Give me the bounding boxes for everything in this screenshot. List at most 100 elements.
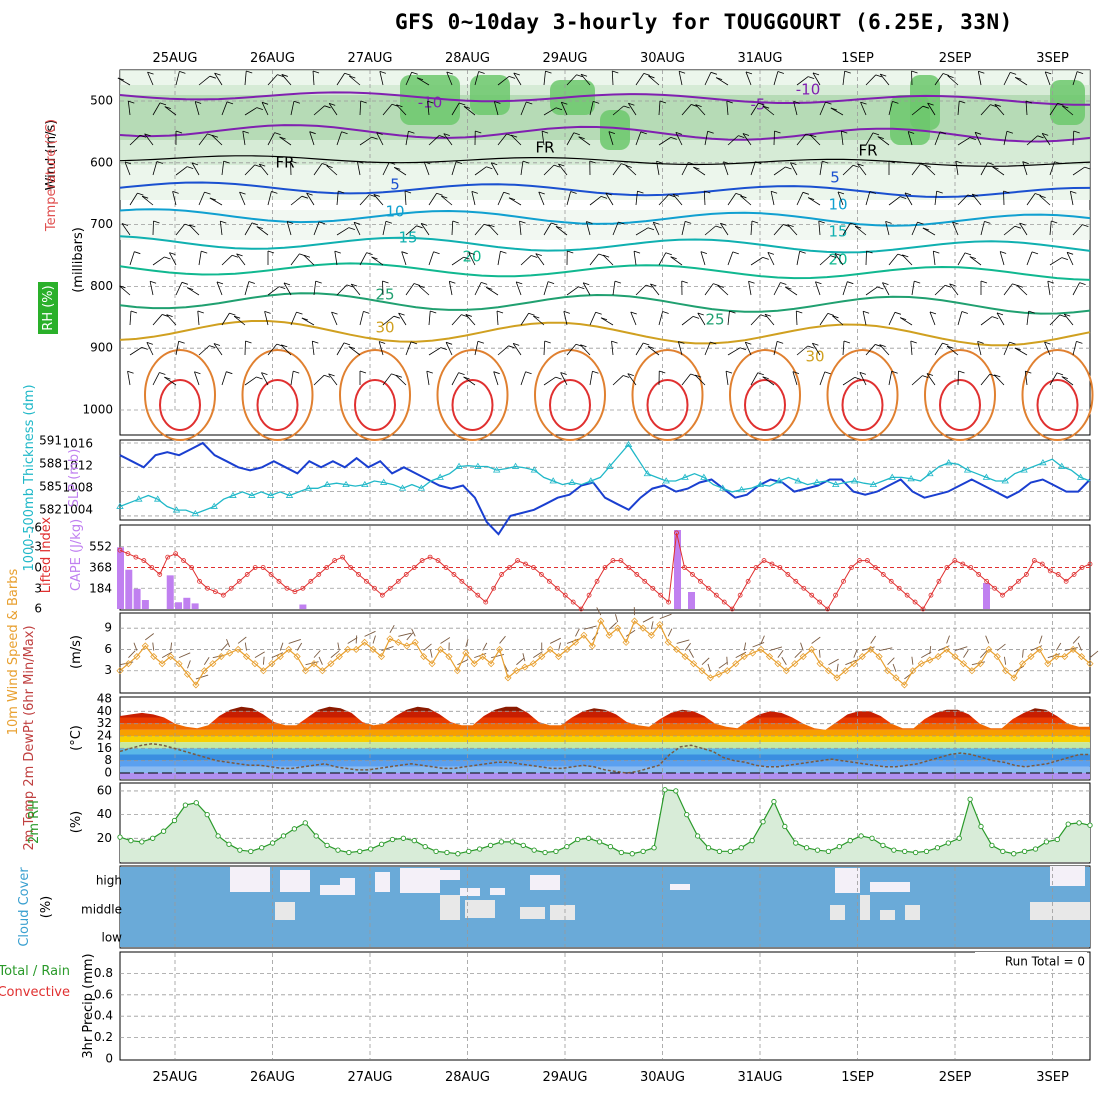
wind10m-barb — [288, 639, 301, 644]
wind-barb — [658, 252, 667, 266]
wind-barb-flag — [818, 220, 825, 224]
li-marker — [1047, 568, 1053, 574]
wind-barb-flag — [459, 102, 466, 106]
day-label-top: 3SEP — [1036, 51, 1069, 66]
wind-barb-flag — [627, 373, 634, 377]
wind10m-barb — [811, 636, 821, 644]
cloud-unit-title: (%) — [39, 896, 54, 919]
wind-barb — [832, 315, 844, 326]
wind10m-marker — [723, 667, 731, 675]
wind-barb — [348, 346, 361, 356]
wind-barb-flag — [764, 313, 772, 317]
wind-barb — [1072, 224, 1083, 236]
wind-barb — [589, 371, 593, 386]
wind-barb-flag — [1025, 100, 1033, 104]
wind-barb — [750, 314, 761, 326]
wind-barb-flag — [366, 252, 373, 256]
wind-barb — [445, 342, 453, 356]
wind-barb-flag — [650, 283, 657, 287]
wind-barb — [373, 194, 384, 206]
wind-barb-flag — [528, 312, 535, 316]
wind-barb-flag — [488, 224, 495, 228]
wind-barb-flag — [493, 371, 500, 375]
wind-barb-flag — [508, 345, 515, 349]
rh-marker — [368, 846, 374, 852]
wind-barb — [812, 72, 821, 86]
wind-barb — [359, 100, 362, 116]
wind-barb-flag — [398, 312, 405, 316]
wind-barb — [865, 286, 878, 296]
wind-barb-flag — [166, 314, 173, 317]
wind-barb-flag — [371, 136, 378, 140]
wind10m-marker — [850, 660, 858, 668]
wind-barb — [336, 227, 350, 236]
wind-barb — [857, 163, 867, 176]
li-marker — [173, 551, 179, 557]
warm-contour — [631, 349, 704, 441]
wind-barb — [740, 195, 752, 206]
wind-barb — [1022, 161, 1028, 176]
cape-bar — [191, 603, 199, 609]
rh-marker — [847, 838, 853, 844]
wind-barb-flag — [1076, 71, 1084, 74]
wind-barb — [401, 251, 407, 266]
wind-barb — [633, 251, 637, 266]
wind-barb — [842, 164, 854, 176]
wind-barb — [164, 106, 177, 116]
wind-barb-flag — [144, 133, 151, 137]
wind-barb — [244, 164, 256, 176]
wind-barb-flag — [433, 251, 440, 255]
wind-barb-flag — [570, 191, 577, 194]
wind10m-barb — [372, 635, 376, 644]
li-marker — [833, 592, 838, 598]
wind10m-marker — [647, 631, 655, 639]
wind-barb-flag — [670, 136, 677, 140]
wind-barb — [219, 221, 223, 236]
thickness-marker — [982, 473, 991, 480]
li-marker — [205, 585, 210, 591]
wind-barb-flag — [223, 160, 230, 164]
wind10m-barb — [954, 646, 968, 651]
li-marker — [531, 565, 536, 570]
wind-barb-flag — [787, 224, 794, 227]
hot-contour — [1036, 379, 1079, 431]
wind-barb-flag — [1045, 71, 1052, 75]
wind10m-marker — [614, 624, 622, 632]
wind-barb — [715, 77, 729, 86]
hot-contour — [256, 379, 299, 431]
wind-barb-flag — [349, 75, 356, 79]
wind-barb — [600, 317, 614, 326]
cloud-high-block — [530, 875, 560, 890]
wind-barb-flag — [544, 340, 551, 344]
wind-barb-flag — [191, 162, 199, 166]
rh-marker — [1054, 836, 1060, 843]
wind10m-marker — [285, 645, 293, 654]
temp-band — [120, 742, 1090, 749]
cape-bar — [125, 569, 133, 609]
wind-barb-flag — [363, 311, 370, 314]
wind-barb-flag — [344, 72, 351, 76]
isotherm-line — [119, 235, 1091, 254]
wind-barb-flag — [1019, 222, 1026, 226]
chart-title: GFS 0~10day 3-hourly for TOUGGOURT (6.25… — [395, 10, 1013, 34]
wind-barb-flag — [841, 130, 848, 134]
wind10m-marker — [546, 645, 554, 654]
wind-barb — [560, 102, 568, 116]
wind-barb-flag — [555, 107, 563, 111]
wind-barb-flag — [281, 74, 288, 77]
thickness-line — [119, 443, 1091, 515]
wind-barb-flag — [478, 71, 485, 74]
wind-barb-flag — [153, 220, 160, 224]
rh-marker — [1065, 821, 1071, 827]
wind-barb — [934, 131, 941, 146]
cape-bar — [166, 575, 174, 609]
wind-barb — [627, 373, 637, 386]
wind-barb-flag — [1031, 251, 1039, 255]
wind-barb — [471, 191, 476, 206]
wind-barb — [221, 101, 228, 116]
pressure-tick-label: 900 — [90, 341, 113, 355]
wind-barb-flag — [852, 164, 860, 168]
wind-barb — [186, 287, 200, 296]
